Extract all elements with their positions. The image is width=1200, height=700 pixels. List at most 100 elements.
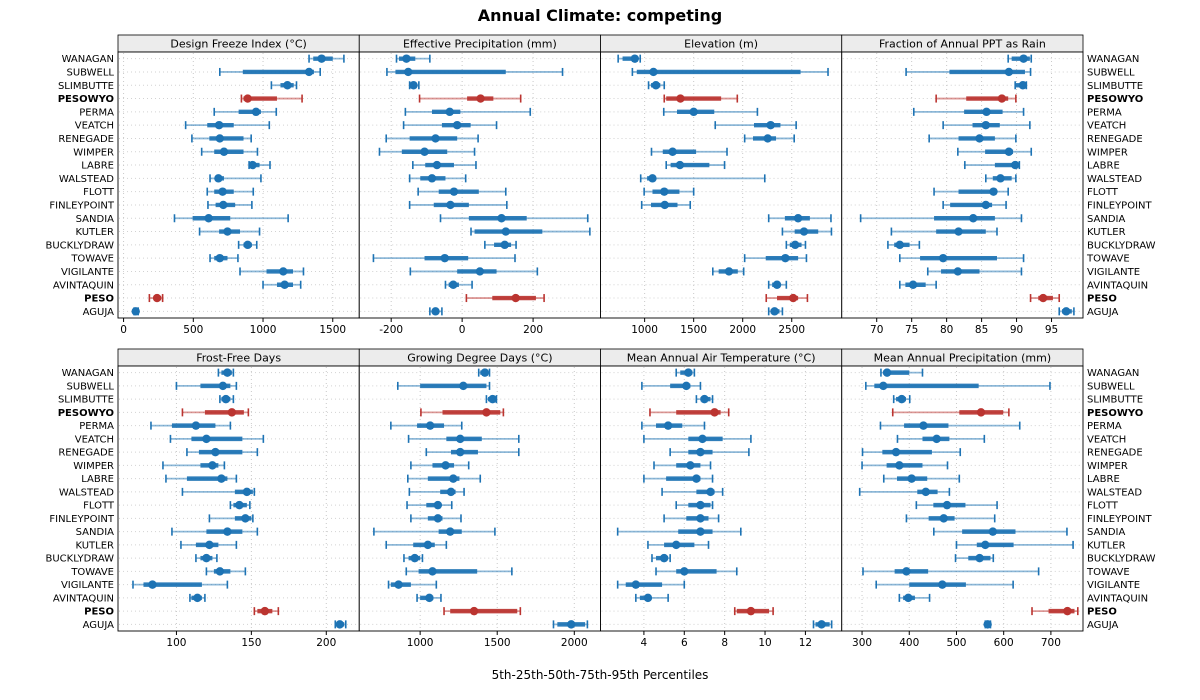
site-label: FLOTT — [1087, 187, 1119, 198]
site-label: AVINTAQUIN — [53, 593, 114, 604]
percentile-row-finleypoint — [207, 200, 253, 210]
percentile-row-avintaquin — [189, 593, 206, 603]
percentile-row-finleypoint — [663, 514, 720, 523]
percentile-row-finleypoint — [408, 200, 508, 210]
percentile-row-veatch — [942, 120, 1031, 130]
median-dot — [879, 381, 888, 391]
median-dot — [241, 514, 250, 523]
percentile-row-wimper — [957, 147, 1033, 156]
percentile-row-aguja — [131, 307, 140, 316]
site-label: BUCKLYDRAW — [46, 554, 115, 565]
median-dot — [793, 214, 803, 223]
percentile-row-avintaquin — [635, 593, 669, 603]
median-dot — [191, 421, 201, 430]
site-label: VEATCH — [1087, 434, 1126, 445]
axis-tick-label: 1000 — [407, 637, 434, 649]
site-label: VIGILANTE — [61, 580, 114, 591]
panel-design-freeze-index: Design Freeze Index (°C) 0 500 1000 1500 — [117, 34, 360, 336]
site-label: KUTLER — [1087, 227, 1126, 238]
median-dot — [215, 567, 225, 576]
median-dot — [251, 107, 261, 117]
percentile-row-avintaquin — [767, 280, 788, 289]
panel-border — [841, 365, 1084, 632]
percentile-row-bucklydraw — [954, 553, 995, 563]
median-dot — [919, 421, 928, 430]
site-label: WALSTEAD — [59, 174, 114, 185]
site-label: BUCKLYDRAW — [1087, 554, 1156, 565]
median-dot — [440, 253, 449, 263]
site-label: RENEGADE — [58, 134, 114, 145]
percentile-row-labre — [964, 160, 1021, 170]
percentile-row-flott — [229, 500, 251, 510]
median-dot — [501, 227, 510, 236]
percentile-row-pesowyo — [935, 94, 1017, 103]
site-label: FINLEYPOINT — [49, 200, 115, 211]
median-dot — [746, 606, 756, 616]
percentile-row-wanagan — [617, 54, 642, 63]
median-dot — [983, 620, 992, 629]
median-dot — [223, 227, 232, 236]
percentile-row-renegade — [385, 134, 479, 143]
percentile-row-bucklydraw — [887, 240, 921, 250]
median-dot — [932, 434, 941, 444]
median-dot — [433, 514, 443, 523]
percentile-row-vigilante — [132, 580, 229, 589]
axis-tick-label: 2000 — [729, 324, 756, 336]
axis-tick-label: 600 — [994, 637, 1014, 649]
median-dot — [648, 174, 657, 183]
median-dot — [781, 253, 790, 263]
median-dot — [724, 267, 734, 276]
median-dot — [631, 580, 641, 589]
site-label: SUBWELL — [1087, 67, 1135, 78]
percentile-row-towave — [205, 567, 247, 576]
site-label: WANAGAN — [1087, 368, 1139, 379]
site-label: PERMA — [1087, 421, 1122, 432]
site-label: SANDIA — [1087, 527, 1126, 538]
site-label: PESO — [1087, 607, 1117, 618]
median-dot — [660, 200, 669, 210]
panel-frost-free-days: Frost-Free Days 100 150 200 — [117, 348, 360, 649]
median-dot — [449, 187, 459, 196]
percentile-row-slimbutte — [695, 394, 714, 404]
percentile-row-bucklydraw — [651, 553, 671, 563]
percentile-row-sandia — [859, 214, 1023, 223]
median-dot — [469, 606, 479, 616]
percentile-row-peso — [1029, 293, 1061, 303]
median-dot — [425, 593, 434, 603]
percentile-row-kutler — [955, 540, 1074, 550]
site-label: PERMA — [79, 107, 114, 118]
site-label: TOWAVE — [70, 254, 114, 265]
percentile-row-renegade — [928, 134, 1017, 143]
percentile-row-veatch — [896, 434, 986, 444]
median-dot — [423, 540, 433, 550]
percentile-row-kutler — [385, 540, 448, 550]
site-label: SLIMBUTTE — [58, 81, 114, 92]
median-dot — [659, 553, 669, 563]
median-dot — [433, 500, 443, 510]
median-dot — [482, 408, 491, 417]
median-dot — [427, 174, 437, 183]
median-dot — [402, 54, 411, 63]
median-dot — [982, 107, 991, 117]
median-dot — [420, 147, 429, 156]
percentile-row-finleypoint — [942, 200, 1007, 210]
median-dot — [202, 553, 211, 563]
median-dot — [651, 81, 661, 90]
percentile-row-wimper — [378, 147, 476, 156]
percentile-row-aguja — [812, 620, 833, 629]
median-dot — [219, 200, 228, 210]
panel-strip-title: Growing Degree Days (°C) — [407, 352, 552, 365]
axis-tick-label: 8 — [721, 637, 728, 649]
site-label: VEATCH — [75, 121, 114, 132]
percentile-row-perma — [404, 107, 532, 117]
percentile-row-towave — [655, 567, 738, 576]
percentile-row-wimper — [653, 461, 712, 470]
site-label: FLOTT — [83, 187, 115, 198]
median-dot — [989, 187, 998, 196]
percentile-row-perma — [390, 421, 463, 430]
median-dot — [260, 606, 270, 616]
percentile-row-bucklydraw — [195, 553, 218, 563]
percentile-row-peso — [465, 293, 545, 303]
median-dot — [243, 240, 252, 250]
percentile-row-sandia — [767, 214, 832, 223]
